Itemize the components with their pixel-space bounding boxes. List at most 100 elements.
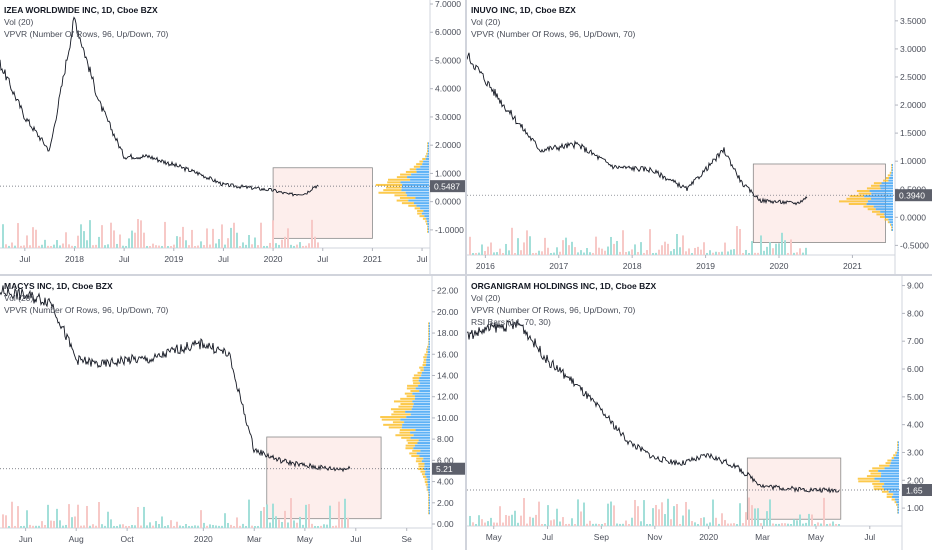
volume-bar [53,244,55,248]
volume-profile-up-bar [864,195,893,198]
volume-bar [478,515,480,526]
volume-bar [487,246,489,255]
volume-bar [520,250,522,255]
volume-profile-down-bar [856,189,870,192]
volume-profile-down-bar [399,431,411,434]
volume-bar [592,523,594,526]
volume-bar [44,525,46,528]
volume-bar [8,245,10,248]
volume-profile-up-bar [426,220,429,223]
volume-bar [299,242,301,248]
volume-profile-down-bar [408,204,417,207]
volume-bar [742,252,744,255]
volume-profile-up-bar [894,456,899,459]
volume-profile-down-bar [419,366,424,369]
volume-bar [829,523,831,526]
volume-profile-down-bar [858,192,872,195]
chart-panel-organigram[interactable]: 9.00 8.00 7.00 6.00 5.00 4.00 3.00 2.00 1.00 May J… [467,276,932,550]
volume-profile-up-bar [424,465,430,468]
volume-profile-up-bar [410,178,429,181]
volume-bar [496,252,498,255]
volume-bar [65,524,67,528]
volume-bar [68,504,70,528]
volume-bar [835,523,837,526]
volume-profile-down-bar [394,194,407,197]
volume-bar [257,525,259,528]
volume-bar [805,247,807,255]
volume-bar [562,517,564,526]
volume-bar [302,524,304,528]
volume-profile-down-bar [863,205,874,208]
volume-profile-down-bar [396,176,408,179]
volume-bar [511,227,513,255]
volume-profile-down-bar [422,217,427,220]
chart-panel-inuvo[interactable]: 3.50003.00002.50002.00001.50001.00000.50… [467,0,932,274]
volume-bar [50,245,52,248]
volume-profile-down-bar [891,163,892,166]
chart-canvas[interactable]: 22.00 20.00 18.00 16.00 14.00 12.00 10.00 8.00 6… [0,276,465,550]
volume-profile-down-bar [886,493,894,496]
volume-profile-up-bar [418,379,430,382]
volume-profile-up-bar [427,225,429,228]
volume-bar [685,501,687,526]
volume-bar [311,219,313,248]
volume-bar [215,525,217,528]
chart-panel-izea[interactable]: 7.0000 6.0000 5.0000 4.0000 3.0000 2.0000 1.00… [0,0,465,274]
volume-bar [553,252,555,255]
volume-bar [119,524,121,528]
volume-bar [544,524,546,526]
volume-bar [200,241,202,248]
volume-profile-down-bar [893,454,896,457]
volume-profile-up-bar [411,173,429,176]
volume-profile-down-bar [868,469,879,472]
volume-bar [541,251,543,255]
volume-profile-down-bar [866,187,881,190]
volume-bar [655,504,657,526]
volume-bar [787,523,789,526]
volume-bar [589,520,591,526]
x-tick-label: Jul [417,254,428,264]
y-tick-label: 18.00 [437,328,459,338]
volume-bar [535,252,537,255]
chart-canvas[interactable]: 9.00 8.00 7.00 6.00 5.00 4.00 3.00 2.00 1.00 May J… [467,276,932,550]
volume-profile-up-bar [889,176,893,179]
volume-profile-up-bar [416,168,429,171]
volume-bar [721,251,723,255]
volume-profile-up-bar [428,343,430,346]
volume-bar [511,514,513,526]
volume-profile-down-bar [422,157,426,160]
volume-profile-up-bar [428,325,430,328]
chart-panel-macys[interactable]: 22.00 20.00 18.00 16.00 14.00 12.00 10.00 8.00 6… [0,276,465,550]
volume-bar [143,232,145,248]
volume-profile-up-bar [426,356,430,359]
volume-profile-up-bar [415,387,430,390]
volume-profile-down-bar [879,464,890,467]
volume-bar [86,240,88,248]
volume-bar [505,243,507,255]
volume-profile-down-bar [412,377,420,380]
x-tick-label: Jun [19,534,33,544]
volume-bar [784,240,786,255]
volume-bar [77,504,79,528]
volume-bar [38,245,40,248]
volume-bar [694,247,696,255]
volume-bar [712,252,714,255]
volume-bar [775,523,777,526]
volume-bar [257,245,259,248]
volume-profile-up-bar [413,403,430,406]
volume-profile-up-bar [891,223,893,226]
last-price-label: 0.5487 [434,182,460,192]
volume-bar [71,517,73,528]
volume-bar [697,246,699,255]
volume-profile-down-bar [399,429,416,432]
volume-bar [182,226,184,248]
volume-bar [667,243,669,255]
chart-canvas[interactable]: 7.0000 6.0000 5.0000 4.0000 3.0000 2.0000 1.00… [0,0,465,274]
volume-bar [74,516,76,528]
volume-bar [550,252,552,255]
volume-bar [290,244,292,248]
chart-canvas[interactable]: 3.50003.00002.50002.00001.50001.00000.50… [467,0,932,274]
volume-bar [95,244,97,248]
volume-bar [472,252,474,255]
volume-profile-up-bar [420,165,429,168]
